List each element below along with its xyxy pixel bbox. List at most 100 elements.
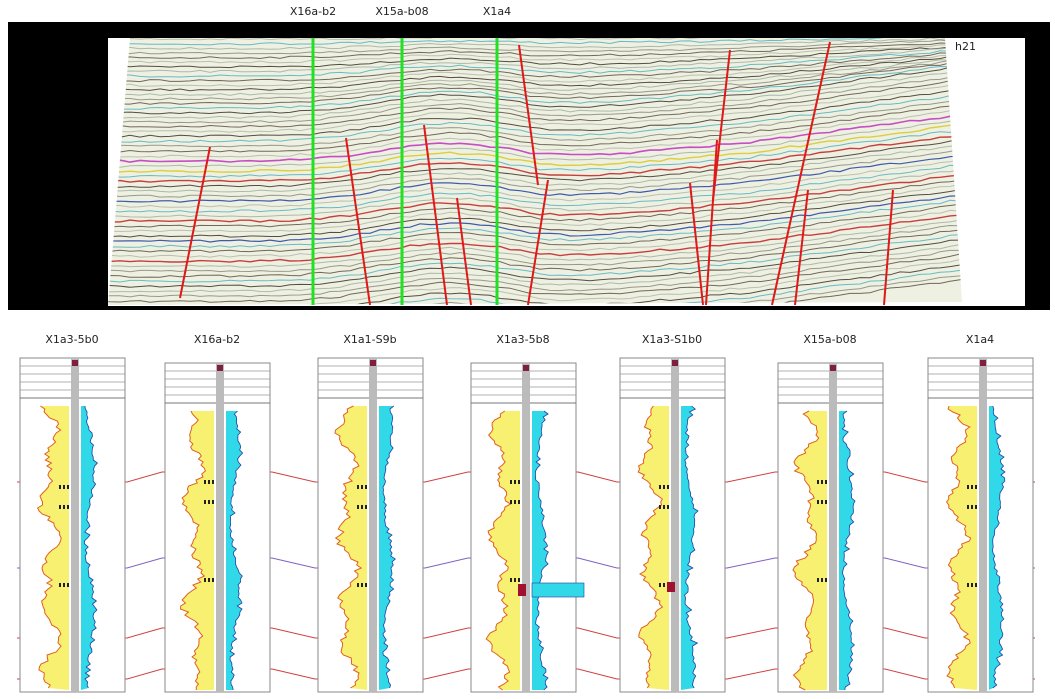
reflector [108,62,962,110]
depth-track [216,363,224,692]
perforation-mark [514,578,516,582]
perforation-mark [365,583,367,587]
log-well-label: X1a3-S1b0 [642,333,702,346]
header-marker [980,360,986,366]
depth-track [829,363,837,692]
perforation-mark [365,485,367,489]
perforation-mark [667,485,669,489]
fault [883,189,894,306]
header-marker [672,360,678,366]
reflector [108,232,962,283]
perforation-mark [212,480,214,484]
reflector [108,193,962,243]
perforation-mark [975,505,977,509]
reflector [108,107,962,158]
cyan-log-curve [229,410,244,691]
reflector [108,38,962,55]
reflector [108,203,962,253]
cyan-log-curve [992,405,1006,689]
cyan-log-fill [379,406,396,690]
reflector [108,188,962,238]
perforation-mark [63,505,65,509]
reflector [108,268,962,305]
well-label: X15a-b08 [375,5,428,18]
perforation-mark [204,578,206,582]
reflector [108,79,962,128]
perforation-mark [63,485,65,489]
perforation-mark [659,505,661,509]
reflector [108,46,962,73]
perforation-mark [514,480,516,484]
reflector [108,168,962,218]
reflector [108,92,962,143]
perforation-mark [204,500,206,504]
reflector [108,157,962,208]
reflector [108,61,962,105]
perforation-mark [967,505,969,509]
perforation-mark [514,500,516,504]
fault [518,44,539,186]
header-marker [217,365,223,371]
perforation-mark [67,505,69,509]
perforation-mark [821,578,823,582]
perforation-mark [975,583,977,587]
perforation-mark [204,480,206,484]
fault [345,137,371,306]
reflector [108,58,962,101]
perforation-mark [67,583,69,587]
test-marker [518,584,526,596]
reflector [108,142,962,193]
reflector [108,258,962,305]
perforation-mark [59,485,61,489]
header-marker [523,365,529,371]
perforation-mark [365,505,367,509]
cyan-log-fill [839,411,855,690]
log-well-label: X1a4 [966,333,994,346]
perforation-mark [63,583,65,587]
perforation-mark [518,578,520,582]
reflector [108,69,962,119]
perforation-mark [825,480,827,484]
perforation-mark [821,480,823,484]
fault [771,41,831,306]
perforation-mark [510,480,512,484]
perforation-mark [357,505,359,509]
reflector [108,242,962,293]
perforation-mark [212,578,214,582]
perforation-mark [518,480,520,484]
perforation-mark [208,480,210,484]
yellow-log-fill [37,406,69,690]
perforation-mark [817,500,819,504]
perforation-mark [971,485,973,489]
perforation-mark [663,583,665,587]
perforation-mark [667,505,669,509]
log-well-label: X1a3-5b0 [45,333,98,346]
reflector [108,207,962,258]
header-marker [370,360,376,366]
perforation-mark [510,578,512,582]
header-marker [830,365,836,371]
horizon-label: h21 [955,40,976,53]
perforation-mark [971,583,973,587]
reflector [108,45,962,69]
test-interval [531,582,585,598]
reflector [108,133,962,183]
cyan-log-fill [681,406,698,690]
reflector [108,83,962,133]
cyan-log-fill [226,411,243,690]
cyan-log-curve [534,410,549,691]
yellow-log-curve [334,405,363,689]
yellow-log-curve [485,410,512,691]
perforation-mark [518,500,520,504]
reflector [108,54,962,92]
reflector [108,212,962,263]
reflector [108,178,962,228]
perforation-mark [212,500,214,504]
fault [179,146,211,299]
fault [456,197,472,306]
reflector [108,103,962,153]
reflector [108,162,962,213]
perforation-mark [659,485,661,489]
perforation-mark [208,500,210,504]
